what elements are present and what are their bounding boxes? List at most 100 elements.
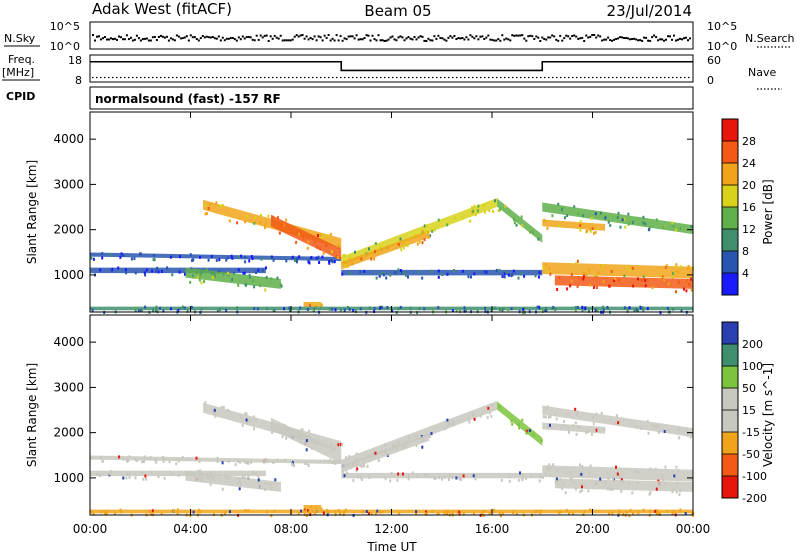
nsky-dot	[151, 36, 154, 39]
nsky-dot	[455, 38, 458, 40]
echo-speckle	[574, 421, 577, 425]
colorbar-tick-label: 4	[742, 267, 749, 280]
echo-speckle	[349, 466, 352, 470]
echo-speckle	[265, 266, 267, 270]
nsky-dot	[299, 34, 302, 37]
echo-speckle	[626, 307, 629, 311]
nsky-dot	[541, 36, 544, 39]
echo-speckle	[427, 235, 430, 239]
echo-speckle	[418, 307, 421, 311]
echo-speckle	[666, 306, 669, 310]
echo-speckle	[209, 202, 212, 206]
nsky-dot	[395, 39, 398, 42]
echo-speckle	[267, 214, 270, 218]
echo-speckle	[637, 309, 639, 313]
echo-speckle	[550, 466, 552, 470]
echo-speckle	[425, 224, 428, 228]
echo-speckle	[320, 303, 323, 307]
echo-speckle	[360, 257, 363, 261]
echo-speckle	[325, 244, 327, 248]
nsky-dot	[337, 39, 340, 42]
echo-speckle	[689, 435, 692, 439]
echo-speckle	[304, 461, 307, 465]
echo-speckle	[686, 431, 689, 435]
nsky-dot	[227, 37, 230, 40]
echo-speckle	[415, 444, 418, 448]
echo-speckle	[267, 482, 270, 486]
echo-speckle	[613, 279, 616, 283]
echo-speckle	[264, 222, 267, 226]
echo-speckle	[542, 266, 545, 270]
echo-speckle	[629, 508, 632, 512]
echo-speckle	[374, 451, 377, 455]
echo-speckle	[474, 477, 477, 481]
echo-speckle	[579, 224, 582, 228]
echo-speckle	[422, 438, 425, 442]
echo-speckle	[141, 460, 144, 464]
echo-speckle	[341, 272, 344, 276]
echo-speckle	[642, 215, 645, 219]
echo-speckle	[284, 458, 287, 462]
echo-speckle	[207, 258, 210, 262]
echo-speckle	[481, 512, 484, 516]
nsky-dot	[195, 38, 198, 40]
echo-speckle	[187, 457, 190, 461]
echo-speckle	[134, 458, 137, 462]
echo-speckle	[624, 225, 627, 229]
echo-speckle	[635, 308, 638, 312]
nsky-dot	[179, 37, 182, 40]
nsky-dot	[471, 35, 474, 38]
echo-speckle	[145, 268, 148, 272]
echo-speckle	[684, 512, 687, 515]
echo-speckle	[334, 512, 337, 516]
echo-speckle	[611, 511, 614, 515]
colorbar-segment	[722, 141, 738, 164]
nsky-dot	[98, 35, 100, 38]
nsky-dot	[439, 37, 442, 39]
echo-speckle	[451, 511, 454, 515]
echo-speckle	[447, 509, 450, 513]
echo-speckle	[250, 255, 253, 258]
nsky-dot	[293, 35, 296, 38]
echo-speckle	[667, 282, 670, 286]
nsky-dot	[425, 40, 428, 42]
echo-speckle	[376, 509, 379, 513]
echo-speckle	[307, 464, 310, 468]
echo-speckle	[640, 278, 643, 282]
nsky-dot	[197, 39, 200, 42]
echo-speckle	[604, 481, 607, 485]
nsky-dot	[631, 38, 634, 40]
echo-speckle	[591, 416, 594, 420]
echo-speckle	[331, 307, 334, 311]
echo-speckle	[375, 276, 378, 280]
echo-speckle	[576, 259, 579, 263]
nsky-dot	[343, 37, 346, 40]
nsky-dot	[217, 35, 220, 38]
echo-speckle	[248, 273, 251, 277]
echo-speckle	[402, 472, 404, 476]
nsky-dot	[597, 34, 600, 37]
nsky-dot	[413, 36, 416, 38]
nsky-dot	[317, 35, 320, 38]
nsky-dot	[509, 39, 512, 42]
echo-speckle	[484, 306, 487, 310]
echo-speckle	[236, 221, 239, 225]
echo-speckle	[389, 479, 392, 483]
nsky-dot	[427, 37, 430, 40]
nsky-dot	[687, 39, 689, 42]
echo-speckle	[474, 213, 477, 217]
echo-speckle	[261, 268, 264, 272]
nsky-dot	[419, 35, 422, 38]
echo-speckle	[308, 261, 311, 265]
echo-speckle	[109, 253, 112, 257]
echo-speckle	[546, 226, 549, 230]
nsky-dot	[671, 38, 673, 41]
echo-speckle	[155, 269, 157, 273]
echo-speckle	[473, 272, 476, 276]
echo-speckle	[576, 425, 579, 429]
echo-speckle	[139, 252, 142, 256]
echo-speckle	[179, 255, 181, 259]
echo-speckle	[380, 305, 383, 309]
echo-speckle	[356, 475, 359, 479]
colorbar-tick-label: 100	[742, 360, 763, 373]
